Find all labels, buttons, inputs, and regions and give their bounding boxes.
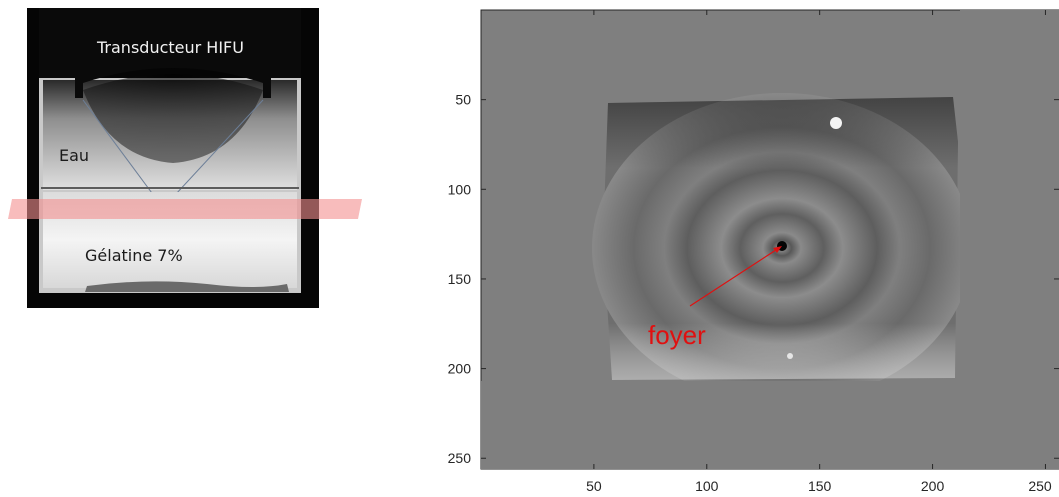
phase-bottom-shading [603, 97, 958, 380]
y-axis-ticks: 50 100 150 200 250 [448, 92, 1059, 466]
mri-phantom-image: Transducteur HIFU Eau Gélatine 7% [27, 8, 319, 308]
bright-artifact [830, 117, 842, 129]
slice-band [8, 199, 362, 219]
phantom-drawing [39, 8, 301, 293]
x-tick-label: 250 [1028, 478, 1052, 494]
slice-band-layer [8, 199, 362, 219]
y-tick-label: 50 [455, 92, 471, 108]
y-tick-label: 100 [448, 181, 472, 197]
transducer-dome [83, 74, 263, 163]
y-tick-label: 200 [448, 361, 472, 377]
x-tick-label: 100 [695, 478, 719, 494]
y-tick-label: 250 [448, 450, 472, 466]
gel-label: Gélatine 7% [85, 246, 183, 265]
beam-line-left [82, 99, 164, 209]
x-tick-label: 150 [808, 478, 832, 494]
x-tick-label: 50 [586, 478, 602, 494]
y-tick-label: 150 [448, 271, 472, 287]
annotation-arrow-line [689, 247, 780, 307]
transducer-housing [39, 8, 301, 98]
phase-image [481, 10, 1059, 469]
x-axis-ticks: 50 100 150 200 250 [586, 10, 1052, 494]
clip-bottom [481, 381, 1059, 469]
beam-line-right [162, 99, 264, 209]
transducer-label: Transducteur HIFU [97, 38, 244, 57]
water-label: Eau [59, 146, 90, 165]
bright-artifact-small [787, 353, 793, 359]
gel-bottom [85, 281, 289, 292]
x-tick-label: 200 [921, 478, 945, 494]
annotation-label: foyer [648, 320, 706, 350]
annotation-arrow-head [773, 246, 782, 253]
